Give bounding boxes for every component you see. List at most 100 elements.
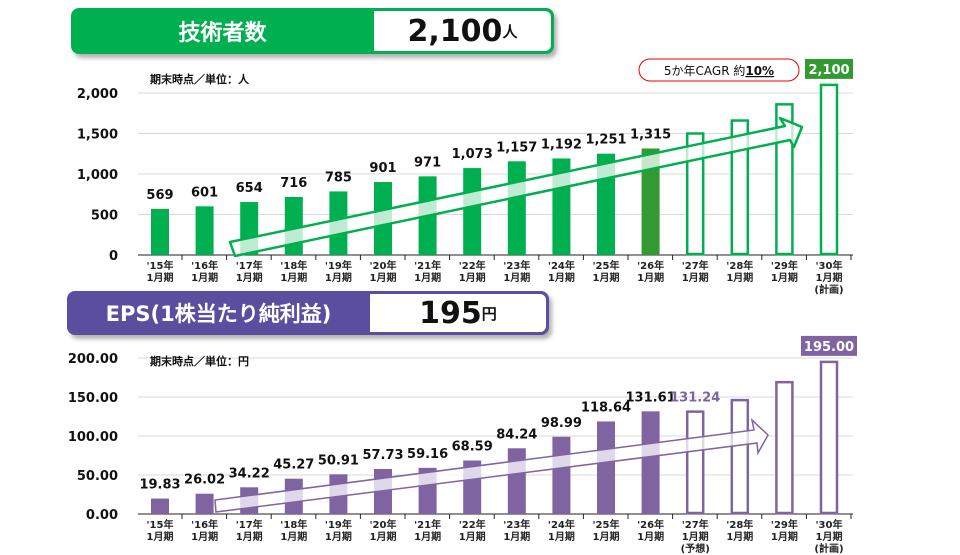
bar-projected bbox=[685, 132, 705, 256]
x-tick-label: '21年 bbox=[414, 518, 441, 531]
y-tick-label: 1,500 bbox=[77, 128, 118, 143]
data-label: 971 bbox=[414, 155, 441, 170]
x-tick-label: 1月期 bbox=[548, 530, 575, 543]
x-tick-label: '27年 bbox=[682, 518, 709, 531]
header-engineers: 技術者数 2,100 人 bbox=[71, 8, 554, 54]
bar-projected bbox=[730, 398, 750, 515]
y-tick-label: 200.00 bbox=[68, 352, 118, 367]
header-title: 技術者数 bbox=[178, 21, 267, 46]
x-tick-label: 1月期 bbox=[816, 271, 843, 284]
header-value: 195 bbox=[419, 295, 482, 331]
bar bbox=[507, 161, 526, 255]
x-tick-label: '16年 bbox=[191, 259, 218, 272]
x-tick-label: '26年 bbox=[637, 259, 664, 272]
x-tick-label: 1月期 bbox=[503, 271, 530, 284]
header-unit: 円 bbox=[481, 304, 497, 323]
x-tick-label: '21年 bbox=[414, 259, 441, 272]
bar bbox=[641, 411, 660, 514]
header-title: EPS(1株当たり純利益) bbox=[105, 302, 332, 326]
data-label: 654 bbox=[236, 181, 263, 196]
data-label: 1,251 bbox=[585, 133, 626, 148]
x-tick-label: 1月期 bbox=[414, 271, 441, 284]
final-value-badge bbox=[805, 58, 853, 79]
x-tick-label: 1月期 bbox=[637, 271, 664, 284]
y-tick-label: 0 bbox=[109, 249, 118, 264]
x-tick-label: 1月期 bbox=[370, 271, 397, 284]
bar bbox=[641, 148, 660, 255]
unit-note: 期末時点／単位：人 bbox=[150, 72, 250, 86]
x-tick-label: 1月期 bbox=[637, 530, 664, 543]
cagr-annotation bbox=[638, 58, 800, 82]
data-label: 26.02 bbox=[184, 473, 225, 488]
x-tick-label: '25年 bbox=[593, 518, 620, 531]
y-tick-label: 100.00 bbox=[68, 430, 118, 445]
data-label: 601 bbox=[191, 185, 218, 200]
x-tick-label: '30年 bbox=[816, 259, 843, 272]
x-tick-label: '25年 bbox=[593, 259, 620, 272]
bar bbox=[463, 168, 482, 255]
x-tick-label: 1月期 bbox=[726, 271, 753, 284]
bar-projected bbox=[730, 119, 750, 256]
x-tick-label: 1月期 bbox=[816, 530, 843, 543]
x-tick-label: 1月期 bbox=[593, 271, 620, 284]
x-tick-label: (計画) bbox=[814, 283, 843, 296]
x-tick-label: 1月期 bbox=[771, 271, 798, 284]
x-tick-label: '27年 bbox=[682, 259, 709, 272]
y-tick-label: 2,000 bbox=[77, 87, 118, 102]
x-tick-label: 1月期 bbox=[459, 271, 486, 284]
final-value-badge bbox=[801, 335, 857, 356]
cagr-text: 5か年CAGR 約10% bbox=[664, 63, 774, 78]
y-tick-label: 50.00 bbox=[77, 469, 118, 484]
header-value-box: 195 円 bbox=[370, 294, 546, 332]
data-label: 716 bbox=[280, 176, 307, 191]
bar-projected bbox=[819, 83, 839, 256]
data-label: 2,100 bbox=[808, 63, 849, 78]
x-tick-label: 1月期 bbox=[593, 530, 620, 543]
data-label: 569 bbox=[146, 188, 173, 203]
x-tick-label: 1月期 bbox=[191, 271, 218, 284]
x-tick-label: '29年 bbox=[771, 518, 798, 531]
data-label: 118.64 bbox=[581, 400, 631, 415]
x-tick-label: '17年 bbox=[236, 259, 263, 272]
x-tick-label: 1月期 bbox=[682, 530, 709, 543]
data-label: 50.91 bbox=[318, 453, 359, 468]
bar bbox=[507, 448, 526, 514]
data-label: 57.73 bbox=[362, 448, 403, 463]
x-tick-label: 1月期 bbox=[280, 530, 307, 543]
bar bbox=[597, 421, 615, 514]
x-tick-label: 1月期 bbox=[414, 530, 441, 543]
cagr-prefix: 5か年CAGR 約 bbox=[664, 63, 745, 78]
header-eps: EPS(1株当たり純利益) 195 円 bbox=[67, 291, 549, 335]
x-tick-label: '30年 bbox=[816, 518, 843, 531]
x-tick-label: '22年 bbox=[459, 259, 486, 272]
bar-projected bbox=[685, 410, 705, 515]
unit-note: 期末時点／単位：円 bbox=[150, 354, 249, 368]
x-tick-label: '24年 bbox=[548, 259, 575, 272]
data-label: 98.99 bbox=[541, 416, 582, 431]
data-label: 785 bbox=[325, 170, 352, 185]
x-tick-label: '18年 bbox=[280, 518, 307, 531]
x-tick-label: 1月期 bbox=[548, 271, 575, 284]
x-tick-label: 1月期 bbox=[503, 530, 530, 543]
bar bbox=[151, 208, 169, 255]
x-tick-label: '23年 bbox=[503, 518, 530, 531]
x-tick-label: 1月期 bbox=[459, 530, 486, 543]
x-tick-label: 1月期 bbox=[147, 271, 174, 284]
x-tick-label: 1月期 bbox=[726, 530, 753, 543]
header-unit: 人 bbox=[502, 22, 518, 41]
x-tick-label: (予想) bbox=[681, 542, 710, 555]
data-label: 131.61 bbox=[626, 390, 676, 405]
y-tick-label: 1,000 bbox=[77, 168, 118, 183]
x-tick-label: 1月期 bbox=[236, 271, 263, 284]
x-tick-label: '15年 bbox=[147, 518, 174, 531]
data-label: 1,157 bbox=[496, 140, 537, 155]
x-tick-label: '23年 bbox=[503, 259, 530, 272]
data-label: 131.24 bbox=[670, 391, 720, 406]
x-tick-label: 1月期 bbox=[280, 271, 307, 284]
x-tick-label: (計画) bbox=[814, 542, 843, 555]
x-tick-label: '17年 bbox=[236, 518, 263, 531]
data-label: 19.83 bbox=[139, 478, 180, 493]
trend-arrow bbox=[214, 417, 769, 513]
cagr-value: 10% bbox=[745, 64, 774, 78]
